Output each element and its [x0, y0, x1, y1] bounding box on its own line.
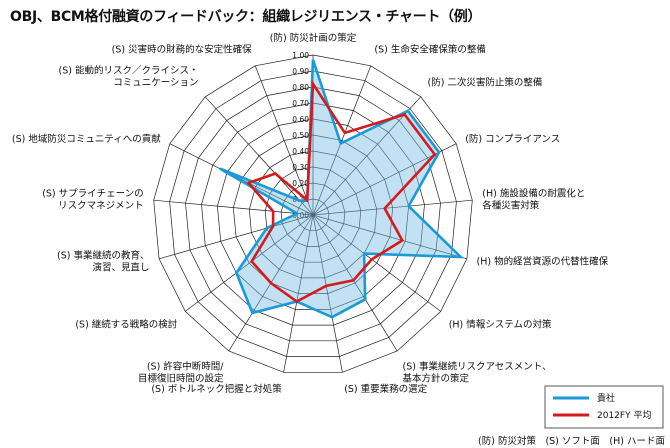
chart-title: OBJ、BCM格付融資のフィードバック：組織レジリエンス・チャート（例）	[10, 9, 482, 25]
tick-label: 0.30	[292, 163, 309, 172]
axis-label: (S) ボトルネック把握と対処策	[151, 383, 282, 395]
grid-ring	[201, 102, 425, 326]
axis-label: (防) 防災計画の策定	[270, 32, 357, 44]
grid-spoke	[169, 143, 314, 216]
grid-spoke	[312, 214, 343, 373]
tick-label: 0.60	[292, 115, 309, 124]
grid-spoke	[159, 214, 314, 260]
grid-spoke	[312, 214, 398, 352]
series-company-polygon	[219, 59, 465, 319]
tick-label: 0.00	[292, 211, 309, 220]
axis-label: (防) 二次災害防止策の整備	[428, 76, 543, 88]
legend: 貴社 2012FY 平均	[544, 385, 664, 429]
axis-label: (S) 事業継続の教育、演習、見直し	[57, 250, 149, 274]
grid-ring	[280, 182, 346, 247]
axis-label: (H) 情報システムの対策	[449, 318, 552, 330]
axis-label: (S) 災害時の財務的な安定性確保	[112, 44, 252, 56]
series-average-polygon	[246, 79, 437, 304]
grid-spoke	[185, 214, 314, 312]
footer-note: (防) 防災対策 (S) ソフト面 (H) ハード面	[478, 435, 665, 447]
axis-label: (S) 継続する戦略の検討	[75, 318, 177, 330]
axis-label: (S) サプライチェーンのリスクマネジメント	[42, 188, 144, 211]
axis-label: (S) 生命安全確保策の整備	[374, 44, 485, 56]
grid-ring	[153, 54, 473, 373]
tick-label: 0.80	[292, 83, 309, 92]
tick-label: 0.70	[292, 99, 309, 108]
grid-spoke	[312, 214, 441, 312]
tick-label: 0.40	[292, 147, 309, 156]
tick-label: 1.00	[292, 51, 309, 60]
grid-ring	[185, 86, 441, 342]
axis-label: (S) 地域防災コミュニティへの貢献	[12, 133, 161, 145]
grid-spoke	[312, 199, 473, 216]
grid-spoke	[204, 96, 314, 216]
legend-label: 2012FY 平均	[597, 409, 651, 421]
axis-label: (S) 能動的リスク／クライシス・コミュニケーション	[59, 64, 199, 88]
axis-label: (S) 重要業務の選定	[344, 383, 427, 395]
grid-ring	[169, 70, 457, 357]
axis-label: (S) 事業継続リスクアセスメント、基本方針の策定	[403, 361, 552, 385]
grid-spoke	[312, 96, 422, 216]
radar-series	[219, 59, 465, 319]
axis-label: (防) コンプライアンス	[465, 133, 560, 145]
legend-label: 貴社	[597, 392, 615, 404]
grid-spoke	[312, 214, 467, 260]
axis-labels: (防) 防災計画の策定 (S) 生命安全確保策の整備 (防) 二次災害防止策の整備 (…	[12, 32, 609, 395]
grid-spoke	[312, 65, 372, 216]
grid-ring	[264, 166, 362, 263]
axis-label: (H) 施設設備の耐震化と各種災害対策	[482, 187, 585, 211]
tick-label: 0.90	[292, 67, 309, 76]
axis-label: (S) 許容中断時間/目標復旧時間の設定	[138, 361, 224, 385]
grid-ring	[296, 198, 330, 232]
grid-spoke	[254, 65, 314, 216]
tick-label: 0.50	[292, 131, 309, 140]
axis-label: (H) 物的経営資源の代替性確保	[477, 256, 609, 268]
grid-spoke	[283, 214, 314, 373]
tick-label: 0.20	[292, 179, 309, 188]
grid-spoke	[153, 199, 314, 216]
legend-box	[544, 385, 664, 429]
